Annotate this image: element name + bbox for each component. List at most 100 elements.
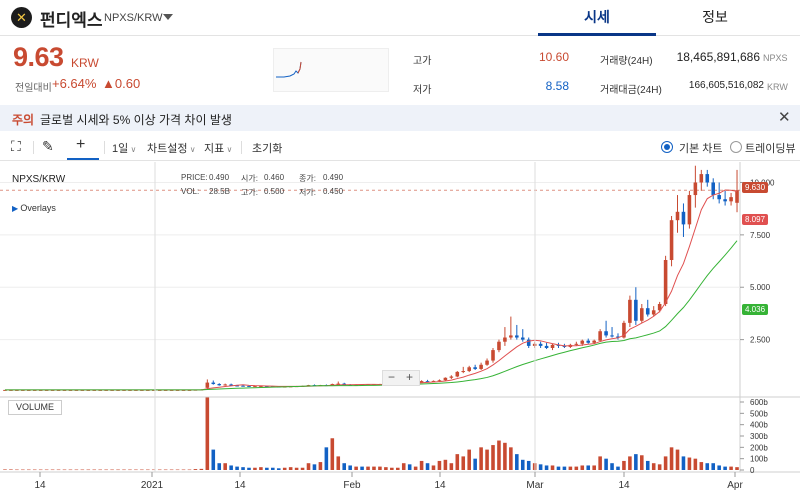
ohlc-close: 0.490	[323, 173, 344, 182]
volume-bar	[104, 469, 108, 471]
volume-bar	[354, 466, 358, 470]
volume-bar	[735, 467, 739, 470]
low-value: 8.58	[545, 79, 569, 93]
candle-body	[693, 182, 698, 196]
volume-bar	[586, 465, 591, 470]
change-percent: +6.64%	[52, 76, 97, 91]
chevron-down-icon: ∨	[128, 145, 137, 154]
candle-body	[449, 376, 454, 378]
pencil-icon[interactable]: ✎	[42, 138, 54, 154]
volume-bar	[50, 469, 55, 471]
coin-dropdown-icon[interactable]	[163, 14, 173, 20]
volume-bar	[729, 466, 733, 470]
candle-body	[681, 211, 686, 225]
candle-body	[205, 382, 210, 388]
volume-bar	[687, 457, 692, 470]
current-price: 9.63	[13, 42, 64, 72]
volume-bar	[431, 465, 436, 470]
candle-body	[211, 382, 216, 385]
volume-bar	[312, 464, 317, 470]
basic-chart-radio[interactable]	[661, 141, 673, 153]
indicators-button[interactable]: 지표 ∨	[204, 140, 232, 156]
volume-bar	[9, 469, 13, 470]
candle-body	[479, 364, 483, 369]
volume-bar	[717, 465, 721, 470]
volume-bar	[461, 456, 466, 470]
zoom-in-button[interactable]: +	[406, 370, 414, 384]
crosshair-icon[interactable]: +	[76, 136, 86, 153]
chart-settings-label: 차트설정	[147, 143, 188, 155]
volume-bar	[26, 469, 31, 471]
notice-text: 글로벌 시세와 5% 이상 가격 차이 발생	[40, 113, 232, 127]
candle-body	[491, 350, 495, 361]
candle-body	[247, 385, 251, 387]
candle-body	[455, 371, 460, 377]
candle-body	[550, 344, 555, 348]
chart-canvas[interactable]: 10.0007.5005.0002.500600b500b400b300b200…	[0, 162, 800, 494]
tradingview-label[interactable]: 트레이딩뷰	[745, 143, 796, 155]
coin-name[interactable]: 펀디엑스	[40, 11, 103, 30]
volume-bar	[134, 469, 138, 471]
ohlc-high: 0.500	[264, 187, 285, 196]
candle-body	[485, 360, 489, 365]
volume-bar	[276, 468, 281, 470]
candle-body	[657, 304, 662, 311]
volume-bar	[544, 465, 549, 470]
x-tick-label: Apr	[727, 480, 743, 491]
ohlc-price: 0.490	[209, 173, 230, 182]
tab-info[interactable]: 정보	[702, 9, 728, 25]
zoom-out-button[interactable]: −	[388, 370, 396, 384]
ohlc-high-label: 고가:	[241, 188, 258, 197]
volume-bar	[271, 467, 275, 470]
y-tick-label: 2.500	[750, 336, 771, 345]
candle-body	[705, 174, 710, 183]
volume-label: 거래량(24H)	[600, 56, 653, 67]
volume-bar	[193, 469, 198, 470]
x-tick-label: 2021	[141, 480, 164, 491]
volume-bar	[324, 447, 329, 470]
candle-body	[330, 384, 335, 386]
candle-body	[628, 299, 632, 323]
volume-bar	[651, 463, 656, 470]
candle-body	[586, 340, 591, 343]
candle-body	[556, 344, 561, 346]
chart-settings-button[interactable]: 차트설정 ∨	[147, 140, 196, 156]
volume-bar	[574, 466, 579, 470]
tab-quote[interactable]: 시세	[538, 0, 656, 36]
volume-bar	[598, 456, 602, 470]
volume-bar	[211, 449, 216, 470]
chart-toolbar: ⛶ ✎ + 1일 ∨ 차트설정 ∨ 지표 ∨ 초기화 기본 차트 트레이딩뷰	[0, 133, 800, 161]
volume-bar	[491, 445, 495, 470]
volume-bar	[366, 466, 370, 470]
amount-value: 166,605,516,082	[688, 80, 764, 91]
basic-chart-label[interactable]: 기본 차트	[679, 143, 723, 155]
volume-bar	[128, 469, 132, 471]
volume-bar	[437, 460, 442, 470]
candle-body	[562, 345, 567, 347]
candle-body	[503, 337, 507, 342]
x-tick-label: 14	[434, 480, 446, 491]
overlays-toggle[interactable]: ▶ Overlays	[12, 203, 56, 213]
volume-bar	[604, 458, 608, 470]
volume-bar	[68, 469, 73, 471]
candle-body	[651, 310, 656, 315]
volume-bar	[169, 469, 174, 471]
volume-bar	[443, 459, 448, 470]
volume-bar	[336, 456, 341, 470]
volume-bar	[259, 467, 263, 470]
price-chart[interactable]: 10.0007.5005.0002.500600b500b400b300b200…	[0, 162, 800, 494]
candle-body	[723, 199, 727, 202]
volume-bar	[223, 463, 227, 470]
volume-bar	[122, 469, 126, 471]
volume-bar	[384, 467, 388, 470]
close-icon[interactable]: ✕	[778, 109, 791, 126]
change-label: 전일대비	[15, 83, 52, 94]
tradingview-radio[interactable]	[730, 141, 742, 153]
candle-body	[669, 220, 674, 260]
vol-tick-label: 400b	[750, 421, 768, 430]
reset-button[interactable]: 초기화	[252, 143, 283, 155]
fullscreen-icon[interactable]: ⛶	[11, 138, 21, 154]
header: ✕ 펀디엑스 NPXS/KRW 시세 정보	[0, 0, 800, 36]
interval-select[interactable]: 1일 ∨	[112, 140, 136, 156]
candle-body	[574, 343, 579, 345]
